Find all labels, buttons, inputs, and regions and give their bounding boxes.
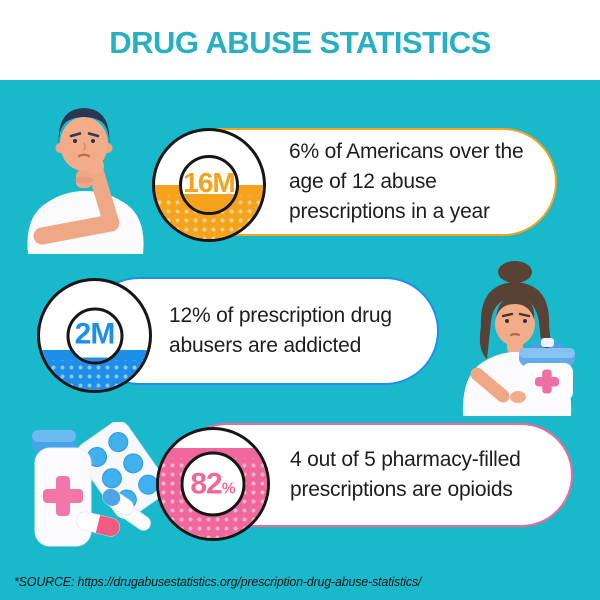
gauge-82-percent: 82%	[156, 427, 270, 541]
gauge-inner-fill	[69, 357, 120, 361]
stat-value: 16M	[183, 167, 235, 198]
medical-cross-icon	[535, 369, 559, 394]
gauge-inner-circle: 82%	[180, 451, 246, 517]
medical-cross-icon	[43, 476, 83, 516]
first-aid-kit	[510, 338, 575, 403]
hair-bun	[498, 261, 532, 283]
gauge-inner-circle: 2M	[66, 307, 123, 364]
gauge-inner-circle: 16M	[179, 155, 239, 215]
header: DRUG ABUSE STATISTICS	[0, 0, 600, 80]
gauge-2m: 2M	[37, 278, 152, 393]
source-citation: *SOURCE: https://drugabusestatistics.org…	[14, 575, 422, 589]
thinking-man-illustration	[27, 108, 144, 254]
stat-description: 6% of Americans over the age of 12 abuse…	[289, 140, 524, 223]
stat-description: 12% of prescription drug abusers are add…	[169, 304, 392, 357]
page-title: DRUG ABUSE STATISTICS	[109, 25, 491, 60]
blue-capsule	[102, 488, 134, 516]
gauge-inner-fill	[182, 194, 236, 212]
stat-value: 82%	[190, 467, 236, 500]
pink-capsule	[75, 511, 121, 537]
stat-value: 2M	[74, 317, 116, 351]
gauge-16m: 16M	[152, 128, 266, 242]
medicine-bottle-and-pills-illustration	[32, 422, 160, 547]
stat-description: 4 out of 5 pharmacy-filled prescriptions…	[290, 448, 521, 501]
woman-with-first-aid-kit-illustration	[462, 261, 575, 416]
